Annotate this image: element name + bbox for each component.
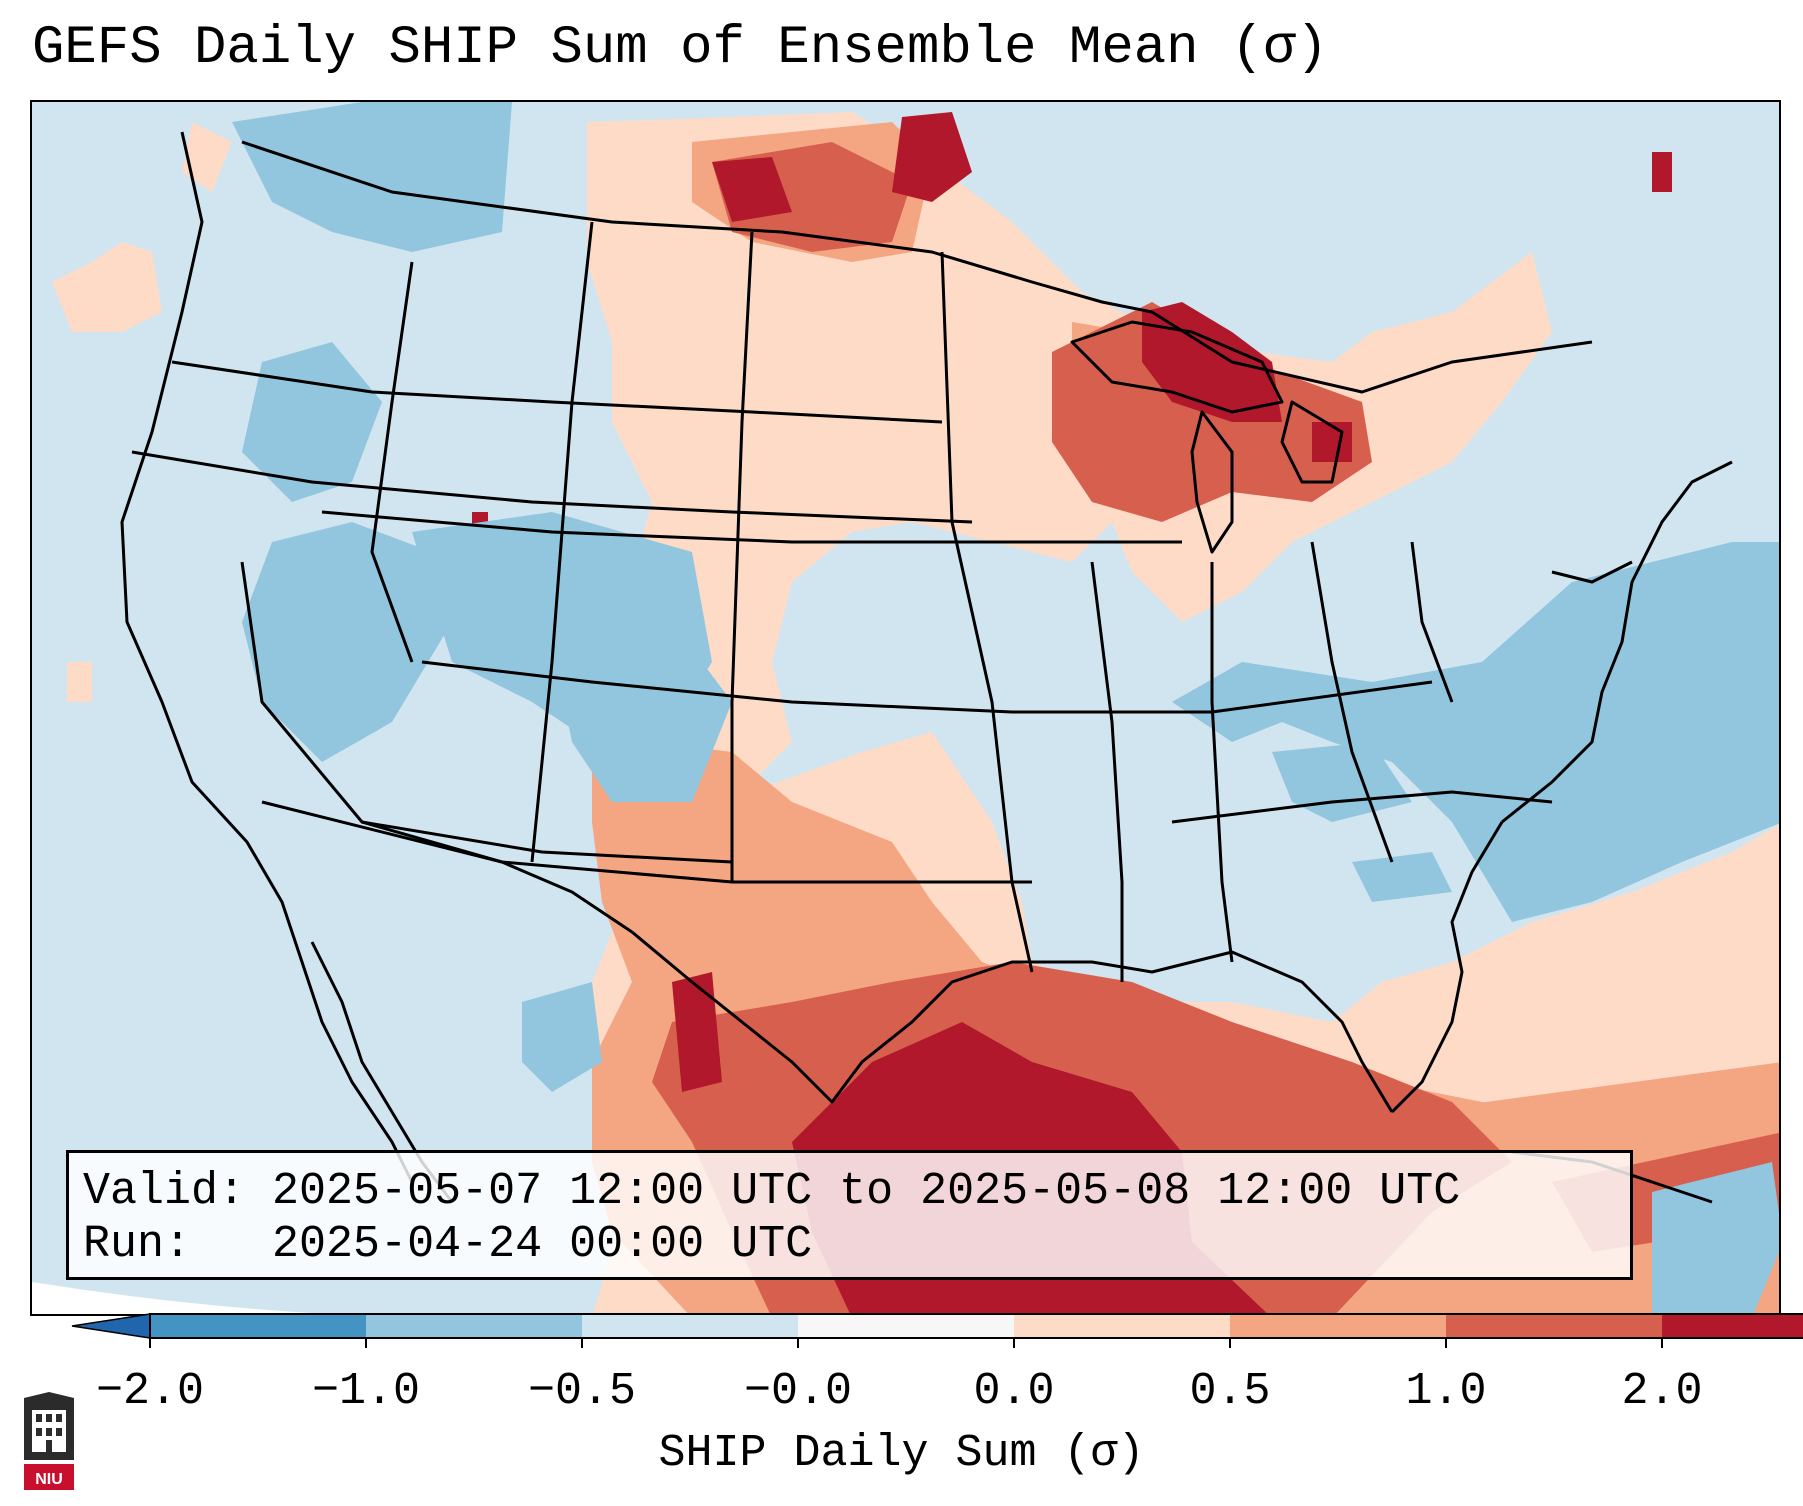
great-lake-superior	[1070, 320, 1284, 414]
run-label: Run:	[83, 1219, 192, 1271]
colorbar-label: SHIP Daily Sum (σ)	[658, 1428, 1145, 1479]
colorbar-segment	[1446, 1314, 1662, 1338]
canada-border	[241, 140, 1593, 394]
map-panel	[30, 100, 1781, 1316]
colorbar-tick-label: 1.0	[1405, 1366, 1487, 1417]
colorbar-segment	[1662, 1314, 1803, 1338]
colorbar-segment	[1230, 1314, 1446, 1338]
colorbar	[71, 1313, 1803, 1348]
gulf-coast	[631, 930, 1394, 1113]
state-line-15	[1551, 560, 1633, 584]
florida-coast	[1390, 821, 1504, 1114]
logo-text: NIU	[35, 1471, 63, 1488]
colorbar-tick-label: −1.0	[311, 1366, 421, 1417]
state-line-5	[421, 660, 1433, 714]
colorbar-tick-label: 0.5	[1189, 1366, 1271, 1417]
colorbar-tick-label: −2.0	[95, 1366, 205, 1417]
coastline-west	[120, 131, 414, 1183]
run-value: 2025-04-24 00:00 UTC	[272, 1219, 813, 1271]
colorbar-extend-low	[71, 1313, 151, 1339]
state-line-3	[321, 510, 1182, 544]
map-title: GEFS Daily SHIP Sum of Ensemble Mean (σ)	[32, 18, 1329, 79]
projection-corner	[32, 1282, 328, 1314]
colorbar-tick-label: −0.0	[743, 1366, 853, 1417]
state-line-2	[131, 450, 973, 524]
colorbar-tick-label: −0.5	[527, 1366, 637, 1417]
colorbar-segment	[150, 1314, 366, 1338]
map-canvas	[32, 102, 1779, 1314]
valid-label: Valid:	[83, 1166, 246, 1217]
colorbar-tick-label: 2.0	[1621, 1366, 1703, 1417]
state-line-8	[730, 231, 754, 882]
state-line-16	[370, 261, 414, 663]
state-line-14	[1410, 541, 1454, 703]
great-lake-huron	[1280, 400, 1344, 484]
atlantic-coast	[1501, 460, 1733, 824]
state-line-6	[261, 800, 1032, 884]
field-medium-blue	[232, 102, 1779, 1314]
state-line-11	[1210, 562, 1234, 963]
colorbar-segment	[582, 1314, 798, 1338]
state-line-10	[1090, 561, 1124, 982]
state-line-7	[530, 221, 594, 863]
colorbar-tick-label: 0.0	[973, 1366, 1055, 1417]
colorbar-segment	[798, 1314, 1014, 1338]
colorbar-segment	[1014, 1314, 1230, 1338]
state-line-1	[171, 360, 943, 424]
state-line-13	[1171, 790, 1553, 824]
niu-logo-icon: NIU	[24, 1392, 74, 1490]
valid-value: 2025-05-07 12:00 UTC to 2025-05-08 12:00…	[272, 1166, 1461, 1217]
colorbar-segment	[366, 1314, 582, 1338]
state-line-12	[1310, 541, 1394, 863]
valid-run-info-box: Valid: 2025-05-07 12:00 UTC to 2025-05-0…	[66, 1150, 1633, 1280]
mexico-border	[361, 820, 633, 934]
great-lake-michigan	[1190, 410, 1234, 554]
state-line-9	[940, 251, 1034, 973]
boundaries	[120, 131, 1733, 1204]
